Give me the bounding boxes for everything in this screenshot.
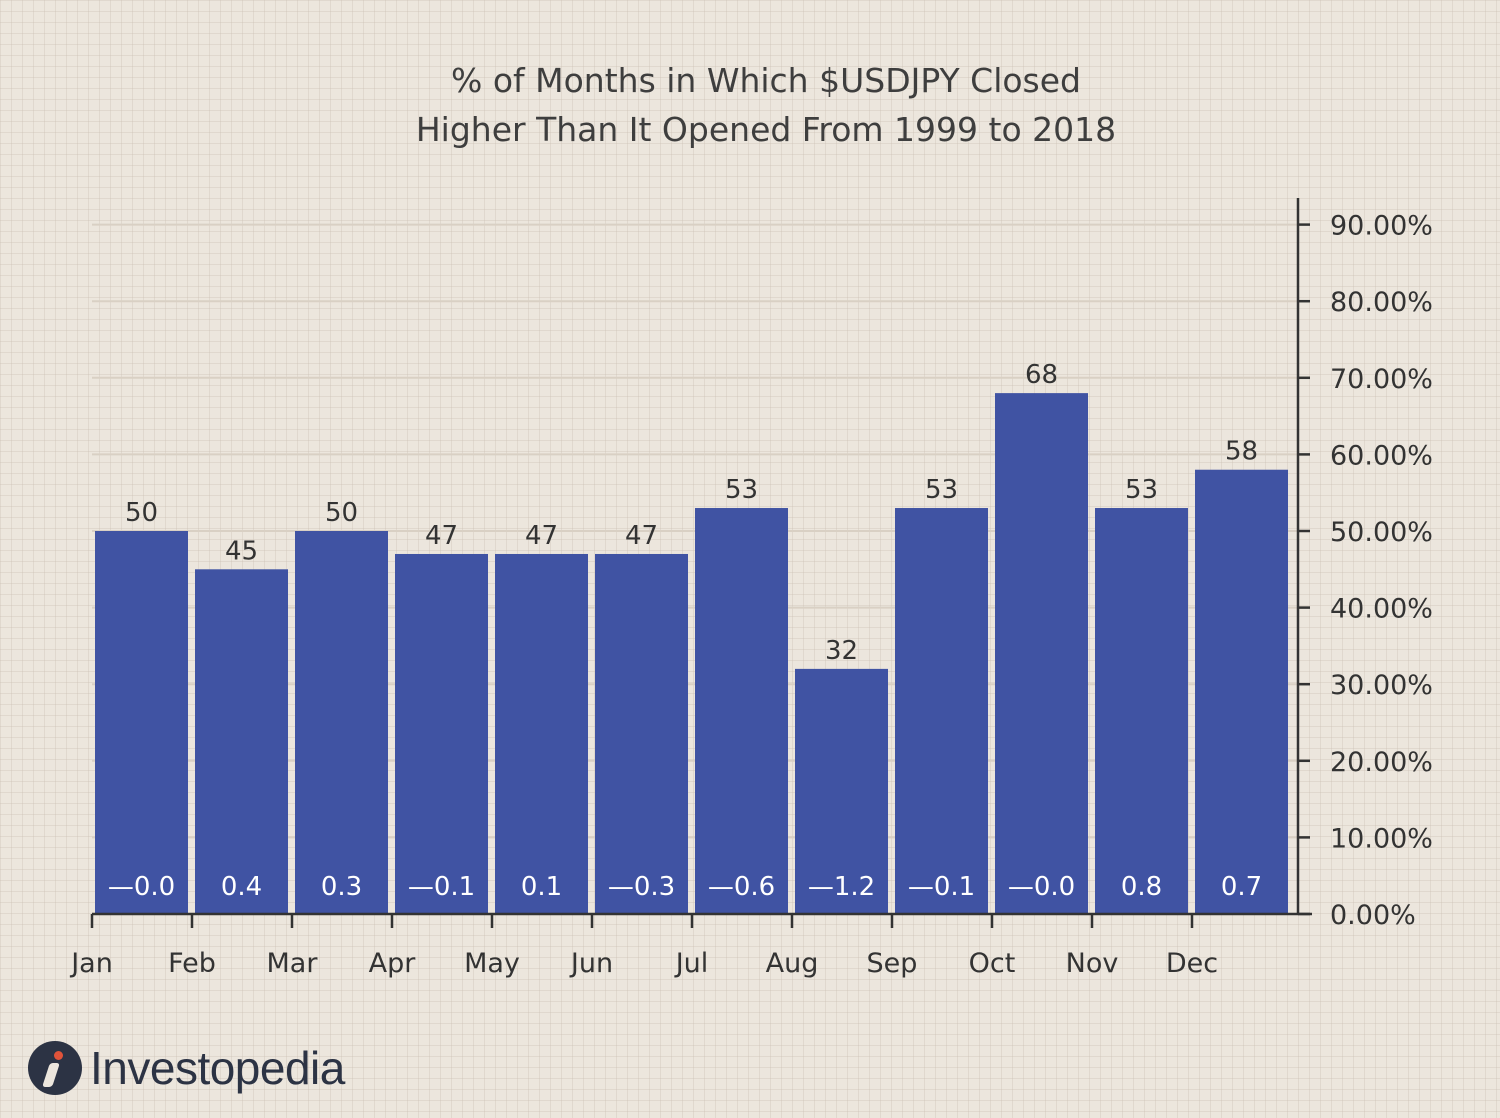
y-tick-label: 80.00% <box>1330 287 1433 318</box>
data-label: 53 <box>925 475 958 505</box>
bar-inner-label: 0.8 <box>1121 872 1162 902</box>
x-tick-label: Jan <box>69 948 113 979</box>
data-label: 53 <box>1125 475 1158 505</box>
bar-may <box>495 553 588 914</box>
data-label: 47 <box>625 521 658 551</box>
data-label: 58 <box>1225 437 1258 467</box>
bar-inner-label: —0.1 <box>908 872 975 902</box>
axes: 0.00% 10.00% 20.00% 30.00% 40.00% 50.00% 60.00… <box>69 198 1433 979</box>
data-label: 68 <box>1025 360 1058 390</box>
y-tick-label: 50.00% <box>1330 517 1433 548</box>
data-label: 47 <box>425 521 458 551</box>
bars: 50 —0.0 45 0.4 50 0.3 47 —0.1 47 0.1 47 —0.3 53 —0.6 3… <box>95 360 1288 914</box>
bar-inner-label: 0.1 <box>521 872 562 902</box>
x-tick-label: Oct <box>969 948 1016 979</box>
bar-inner-label: —0.1 <box>408 872 475 902</box>
bar-inner-label: —0.6 <box>708 872 775 902</box>
y-tick-label: 0.00% <box>1330 900 1416 931</box>
bar-inner-label: 0.4 <box>221 872 262 902</box>
bar-feb <box>195 569 288 914</box>
data-label: 32 <box>825 636 858 666</box>
y-tick-label: 30.00% <box>1330 670 1433 701</box>
bar-inner-label: —0.0 <box>1008 872 1075 902</box>
bar-aug <box>795 668 888 914</box>
y-tick-label: 40.00% <box>1330 594 1433 625</box>
bar-sep <box>895 508 988 914</box>
x-tick-label: Apr <box>369 948 417 979</box>
data-label: 53 <box>725 475 758 505</box>
x-tick-label: Sep <box>867 948 918 979</box>
bar-inner-label: 0.7 <box>1221 872 1262 902</box>
data-label: 50 <box>325 498 358 528</box>
bar-inner-label: —0.0 <box>108 872 175 902</box>
y-tick-label: 10.00% <box>1330 823 1433 854</box>
y-tick-label: 90.00% <box>1330 211 1433 242</box>
bar-inner-label: —1.2 <box>808 872 875 902</box>
y-tick-label: 20.00% <box>1330 747 1433 778</box>
x-tick-label: Jun <box>569 948 613 979</box>
chart-title-line: % of Months in Which $USDJPY Closed <box>451 61 1081 100</box>
brand-name: Investopedia <box>90 1042 345 1094</box>
bar-inner-label: —0.3 <box>608 872 675 902</box>
x-tick-label: May <box>464 948 520 979</box>
chart-title: % of Months in Which $USDJPY Closed Highe… <box>416 61 1116 149</box>
x-tick-label: Feb <box>168 948 216 979</box>
data-label: 47 <box>525 521 558 551</box>
x-tick-label: Mar <box>267 948 319 979</box>
bar-jun <box>595 553 688 914</box>
bar-dec <box>1195 469 1288 914</box>
y-tick-label: 60.00% <box>1330 440 1433 471</box>
x-tick-label: Jul <box>674 948 709 979</box>
x-tick-label: Nov <box>1066 948 1119 979</box>
y-tick-label: 70.00% <box>1330 364 1433 395</box>
bar-inner-label: 0.3 <box>321 872 362 902</box>
data-label: 45 <box>225 536 258 566</box>
bar-oct <box>995 393 1088 914</box>
bar-jul <box>695 508 788 914</box>
bar-mar <box>295 531 388 914</box>
bar-jan <box>95 531 188 914</box>
chart-title-line: Higher Than It Opened From 1999 to 2018 <box>416 110 1116 149</box>
bar-apr <box>395 553 488 914</box>
bar-nov <box>1095 508 1188 914</box>
data-label: 50 <box>125 498 158 528</box>
investopedia-logo: Investopedia <box>28 1038 345 1098</box>
x-tick-label: Dec <box>1166 948 1218 979</box>
x-tick-label: Aug <box>766 948 819 979</box>
investopedia-logo-icon <box>28 1041 82 1095</box>
